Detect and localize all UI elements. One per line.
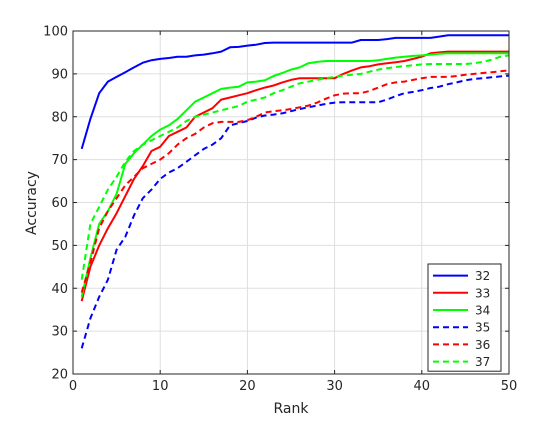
x-axis-label: Rank [274, 401, 310, 417]
legend: 32 33 34 35 36 37 [427, 263, 502, 372]
series-line-37 [80, 54, 510, 280]
x-tick-label: 40 [414, 379, 431, 394]
legend-box [427, 263, 502, 372]
legend-label-37: 37 [475, 355, 490, 369]
y-tick-label: 90 [51, 67, 68, 82]
y-tick-label: 70 [51, 153, 68, 168]
x-tick-label: 50 [501, 379, 518, 394]
x-tick-label: 20 [239, 379, 256, 394]
legend-label-36: 36 [475, 338, 490, 352]
x-tick-label: 0 [69, 379, 77, 394]
y-tick-label: 50 [51, 239, 68, 254]
series-line-34 [80, 52, 509, 298]
legend-label-35: 35 [475, 321, 490, 335]
x-tick-label: 10 [152, 379, 169, 394]
y-tick-label: 100 [43, 25, 68, 40]
x-tick-label: 30 [326, 379, 343, 394]
y-axis-label: Accuracy [24, 171, 40, 235]
series-lines [80, 34, 510, 349]
series-line-35 [80, 74, 510, 349]
y-tick-label: 80 [51, 110, 68, 125]
legend-label-32: 32 [475, 269, 490, 283]
series-line-32 [80, 34, 509, 150]
y-tick-label: 40 [51, 282, 68, 297]
legend-label-34: 34 [475, 304, 490, 318]
series-line-33 [80, 50, 509, 302]
axes: 0 10 20 30 40 50 20 30 40 50 60 70 80 90 100 [43, 25, 517, 395]
y-tick-label: 60 [51, 196, 68, 211]
y-tick-label: 20 [51, 368, 68, 383]
legend-label-33: 33 [475, 286, 490, 300]
series-line-36 [80, 69, 510, 293]
y-tick-label: 30 [51, 325, 68, 340]
